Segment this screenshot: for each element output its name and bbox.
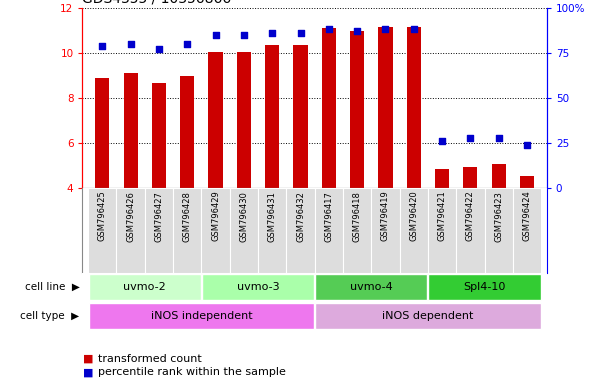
Text: iNOS dependent: iNOS dependent: [382, 311, 474, 321]
Bar: [287, 188, 315, 273]
Text: Spl4-10: Spl4-10: [463, 282, 506, 292]
Text: cell line  ▶: cell line ▶: [24, 282, 79, 292]
Text: uvmo-2: uvmo-2: [123, 282, 166, 292]
Point: [182, 41, 192, 47]
Text: uvmo-4: uvmo-4: [350, 282, 393, 292]
Bar: [492, 164, 506, 188]
Text: cell type  ▶: cell type ▶: [20, 311, 79, 321]
Bar: [378, 27, 392, 188]
Point: [97, 43, 107, 49]
Text: GSM796423: GSM796423: [494, 191, 503, 242]
Bar: [237, 52, 251, 188]
Text: GSM796430: GSM796430: [240, 191, 249, 242]
Point: [494, 134, 503, 141]
Point: [126, 41, 136, 47]
Bar: [145, 188, 173, 273]
Bar: [315, 274, 427, 300]
Text: GSM796417: GSM796417: [324, 191, 334, 242]
Text: GSM796432: GSM796432: [296, 191, 305, 242]
Bar: [202, 274, 314, 300]
Point: [324, 26, 334, 32]
Bar: [513, 188, 541, 273]
Point: [381, 26, 390, 32]
Text: GSM796429: GSM796429: [211, 191, 220, 242]
Bar: [152, 83, 166, 188]
Text: ■: ■: [82, 354, 93, 364]
Bar: [371, 188, 400, 273]
Point: [154, 46, 164, 52]
Text: iNOS independent: iNOS independent: [150, 311, 252, 321]
Bar: [117, 188, 145, 273]
Point: [437, 138, 447, 144]
Text: GSM796420: GSM796420: [409, 191, 419, 242]
Bar: [315, 188, 343, 273]
Bar: [428, 274, 541, 300]
Text: uvmo-3: uvmo-3: [236, 282, 279, 292]
Text: GSM796418: GSM796418: [353, 191, 362, 242]
Text: GSM796428: GSM796428: [183, 191, 192, 242]
Bar: [293, 45, 307, 188]
Bar: [202, 188, 230, 273]
Bar: [520, 176, 534, 188]
Bar: [180, 76, 194, 188]
Point: [296, 30, 306, 36]
Bar: [463, 167, 477, 188]
Text: GSM796419: GSM796419: [381, 191, 390, 242]
Text: GSM796422: GSM796422: [466, 191, 475, 242]
Text: GSM796427: GSM796427: [155, 191, 163, 242]
Bar: [95, 78, 109, 188]
Text: GSM796426: GSM796426: [126, 191, 135, 242]
Bar: [456, 188, 485, 273]
Text: percentile rank within the sample: percentile rank within the sample: [98, 367, 285, 377]
Text: GSM796425: GSM796425: [98, 191, 107, 242]
Bar: [208, 52, 222, 188]
Point: [409, 26, 419, 32]
Point: [466, 134, 475, 141]
Text: ■: ■: [82, 367, 93, 377]
Bar: [485, 188, 513, 273]
Bar: [428, 188, 456, 273]
Text: GDS4355 / 10356866: GDS4355 / 10356866: [82, 0, 232, 5]
Point: [522, 142, 532, 148]
Bar: [343, 188, 371, 273]
Bar: [322, 28, 336, 188]
Bar: [265, 45, 279, 188]
Text: GSM796431: GSM796431: [268, 191, 277, 242]
Bar: [89, 303, 314, 329]
Point: [239, 32, 249, 38]
Point: [211, 32, 221, 38]
Point: [353, 28, 362, 34]
Bar: [173, 188, 202, 273]
Point: [267, 30, 277, 36]
Bar: [88, 188, 117, 273]
Bar: [123, 73, 137, 188]
Text: GSM796421: GSM796421: [437, 191, 447, 242]
Bar: [315, 303, 541, 329]
Bar: [89, 274, 201, 300]
Bar: [258, 188, 287, 273]
Bar: [350, 31, 364, 188]
Text: GSM796424: GSM796424: [522, 191, 532, 242]
Bar: [435, 169, 449, 188]
Bar: [400, 188, 428, 273]
Text: transformed count: transformed count: [98, 354, 202, 364]
Bar: [407, 27, 421, 188]
Bar: [230, 188, 258, 273]
